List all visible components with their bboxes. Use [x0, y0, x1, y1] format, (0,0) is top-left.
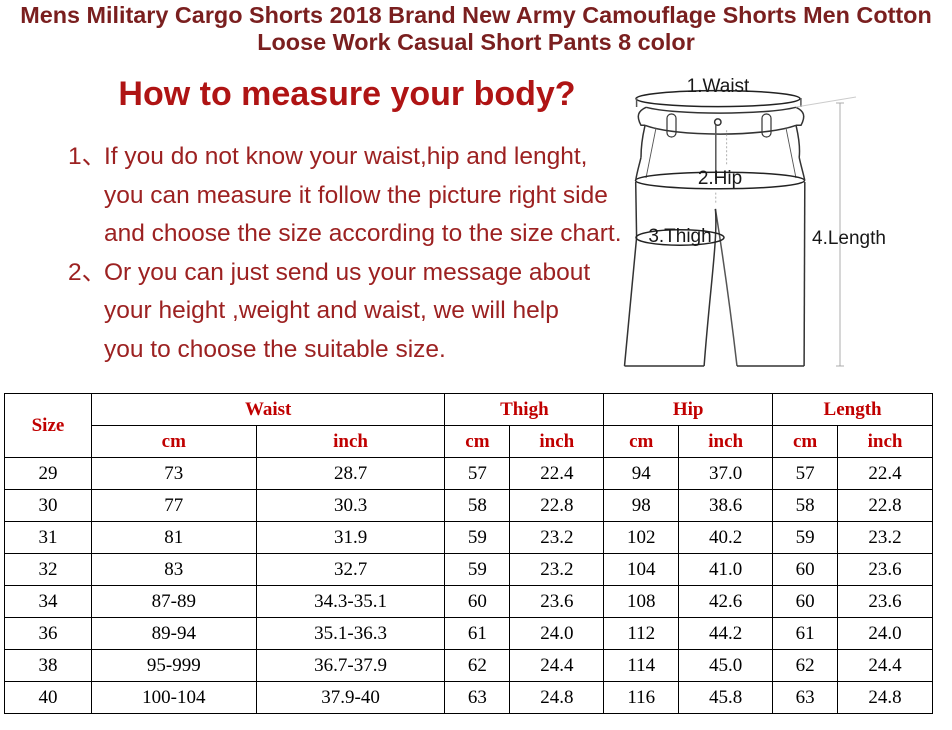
- svg-text:1.Waist: 1.Waist: [687, 76, 750, 97]
- svg-text:4.Length: 4.Length: [812, 228, 886, 249]
- svg-text:3.Thigh: 3.Thigh: [648, 226, 711, 247]
- svg-text:2.Hip: 2.Hip: [698, 168, 742, 189]
